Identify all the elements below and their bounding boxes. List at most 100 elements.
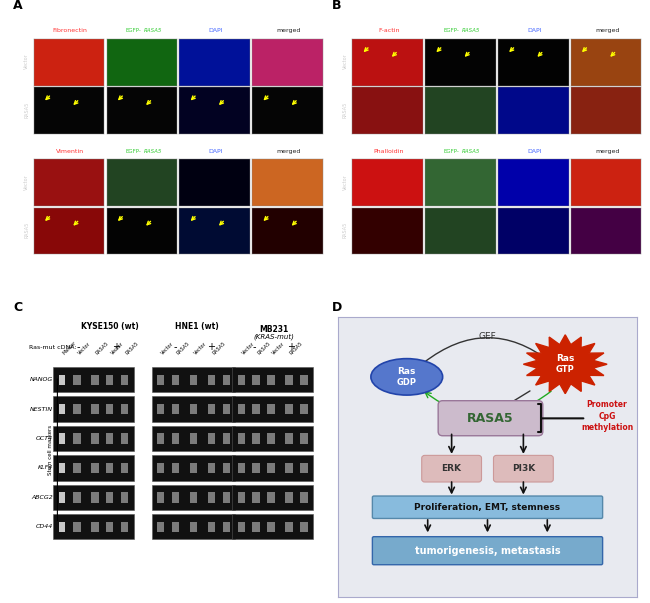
Bar — [106, 404, 114, 414]
Bar — [106, 463, 114, 473]
Bar — [190, 522, 197, 532]
Bar — [151, 514, 235, 540]
Bar — [91, 404, 99, 414]
Text: merged: merged — [276, 28, 301, 33]
Bar — [237, 463, 245, 473]
Bar — [232, 455, 313, 481]
Text: GAP: GAP — [478, 400, 497, 409]
Bar — [91, 522, 99, 532]
Bar — [222, 463, 230, 473]
Bar — [252, 434, 260, 444]
Text: Stem cell markers: Stem cell markers — [48, 425, 53, 475]
Bar — [300, 404, 308, 414]
Text: Vector: Vector — [161, 341, 176, 356]
Bar — [172, 463, 179, 473]
Bar — [53, 397, 134, 421]
Bar — [267, 434, 275, 444]
Text: EGFP-: EGFP- — [125, 149, 141, 154]
Bar — [73, 522, 81, 532]
Bar — [53, 426, 134, 451]
Text: GEF: GEF — [478, 332, 497, 341]
Text: ERK: ERK — [441, 464, 461, 473]
Text: merged: merged — [595, 149, 619, 154]
Bar — [267, 463, 275, 473]
Bar — [172, 434, 179, 444]
Text: PI3K: PI3K — [512, 464, 535, 473]
Text: NESTIN: NESTIN — [30, 406, 53, 412]
Bar — [190, 463, 197, 473]
Bar — [207, 404, 215, 414]
Text: -: - — [253, 343, 257, 352]
Text: +: + — [112, 343, 120, 352]
Bar — [252, 492, 260, 502]
Text: CD44: CD44 — [36, 525, 53, 529]
Bar — [157, 463, 164, 473]
Bar — [73, 374, 81, 385]
Bar — [106, 492, 114, 502]
Bar — [252, 463, 260, 473]
Bar — [252, 374, 260, 385]
FancyBboxPatch shape — [422, 455, 482, 482]
Text: tumorigenesis, metastasis: tumorigenesis, metastasis — [415, 546, 560, 556]
Bar — [73, 404, 81, 414]
Text: CpG: CpG — [599, 412, 616, 421]
Text: DAPI: DAPI — [209, 28, 223, 33]
Bar — [151, 455, 235, 481]
Bar — [207, 434, 215, 444]
Bar — [53, 514, 134, 540]
Text: -: - — [174, 343, 177, 352]
Bar — [237, 492, 245, 502]
Text: Vector: Vector — [343, 54, 348, 69]
Bar — [151, 367, 235, 393]
Bar — [285, 434, 293, 444]
Bar — [106, 374, 114, 385]
Text: Vector: Vector — [24, 54, 29, 69]
Bar — [53, 485, 134, 510]
Text: Vector: Vector — [194, 341, 208, 356]
Bar — [59, 522, 64, 532]
Text: +: + — [207, 343, 215, 352]
Bar — [267, 522, 275, 532]
Bar — [252, 522, 260, 532]
Bar — [285, 522, 293, 532]
Bar — [237, 434, 245, 444]
Bar — [172, 522, 179, 532]
Text: (KRAS-mut): (KRAS-mut) — [254, 333, 294, 340]
Bar — [190, 434, 197, 444]
Text: Vector: Vector — [343, 174, 348, 190]
Text: RASA5: RASA5 — [462, 28, 480, 33]
Bar — [267, 374, 275, 385]
Text: RASA5: RASA5 — [343, 102, 348, 118]
Text: merged: merged — [595, 28, 619, 33]
Bar — [232, 367, 313, 393]
Bar — [91, 463, 99, 473]
Text: Proliferation, EMT, stemness: Proliferation, EMT, stemness — [415, 503, 560, 512]
Bar — [121, 374, 129, 385]
Text: Vector: Vector — [24, 174, 29, 190]
Bar — [237, 404, 245, 414]
Bar — [106, 434, 114, 444]
Bar — [285, 404, 293, 414]
Bar — [157, 404, 164, 414]
Bar — [121, 522, 129, 532]
Text: RASA5: RASA5 — [144, 149, 162, 154]
Text: KLF4: KLF4 — [38, 466, 53, 470]
Bar — [151, 426, 235, 451]
Text: Vector: Vector — [110, 341, 124, 356]
Bar — [222, 434, 230, 444]
Polygon shape — [523, 335, 607, 394]
Text: RASA5: RASA5 — [211, 341, 226, 356]
Bar — [207, 492, 215, 502]
Bar — [190, 492, 197, 502]
Bar — [121, 404, 129, 414]
Bar — [300, 492, 308, 502]
Text: Fibronectin: Fibronectin — [53, 28, 88, 33]
Bar — [285, 374, 293, 385]
Bar — [121, 434, 129, 444]
Bar — [121, 463, 129, 473]
Text: RASA5: RASA5 — [467, 412, 514, 425]
FancyBboxPatch shape — [372, 496, 603, 519]
Text: HNE1 (wt): HNE1 (wt) — [175, 322, 218, 331]
Text: Phalloidin: Phalloidin — [374, 149, 404, 154]
Bar — [222, 492, 230, 502]
